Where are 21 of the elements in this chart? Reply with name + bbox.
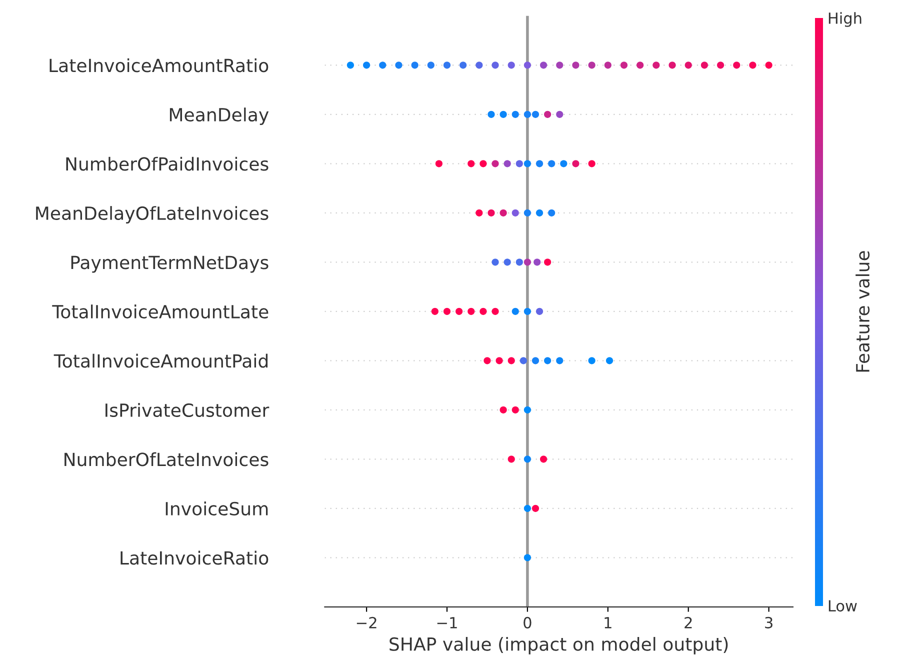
x-tick-label: 1 (604, 617, 612, 628)
x-tick-label: 2 (684, 616, 692, 628)
y-tick-label: MeanDelayOfLateInvoices (36, 206, 268, 224)
y-tick-label: InvoiceSum (166, 502, 268, 516)
y-tick-label: NumberOfPaidInvoices (66, 156, 268, 171)
x-tick-label: −2 (356, 616, 376, 628)
y-tick-label: PaymentTermNetDays (71, 256, 268, 273)
y-tick-label: LateInvoiceRatio (120, 550, 268, 565)
y-tick-label: MeanDelay (170, 108, 269, 126)
y-tick-label: LateInvoiceAmountRatio (50, 58, 268, 72)
x-tick-label: −1 (437, 617, 457, 628)
color-bar-label: High (828, 12, 862, 27)
y-tick-label: TotalInvoiceAmountLate (52, 304, 268, 319)
y-tick-label: NumberOfLateInvoices (64, 452, 268, 466)
color-bar-label: Low (828, 600, 857, 612)
x-tick-label: 3 (765, 616, 772, 628)
x-axis-title: SHAP value (impact on model output) (390, 636, 728, 654)
x-tick-label: 0 (524, 616, 532, 628)
y-tick-label: TotalInvoiceAmountPaid (54, 354, 268, 368)
color-bar-title: Feature value (856, 251, 870, 372)
y-tick-label: IsPrivateCustomer (106, 403, 270, 418)
